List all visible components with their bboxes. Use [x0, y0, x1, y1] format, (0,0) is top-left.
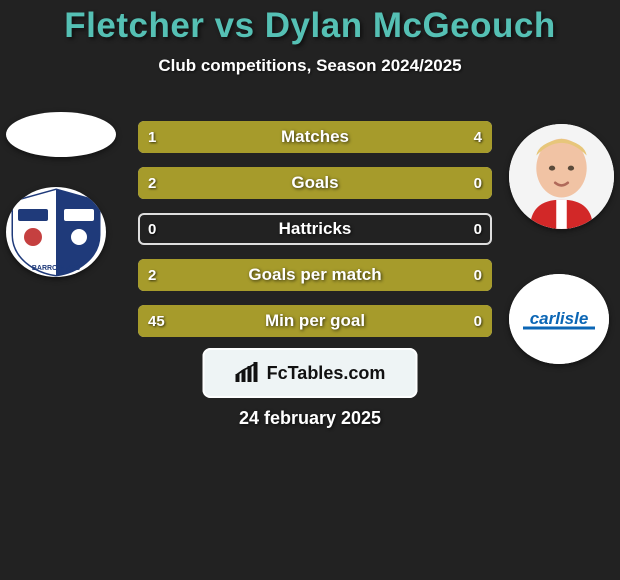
svg-text:BARROW AFC: BARROW AFC [32, 265, 80, 272]
left-player-column: BARROW AFC [6, 112, 116, 277]
carlisle-badge-icon: carlisle [509, 274, 609, 364]
left-player-avatar [6, 112, 116, 157]
page-title: Fletcher vs Dylan McGeouch [0, 0, 620, 46]
stat-label: Min per goal [138, 311, 492, 331]
page-subtitle: Club competitions, Season 2024/2025 [0, 56, 620, 76]
stat-bar: 20Goals [138, 167, 492, 199]
player-face-icon [509, 124, 614, 229]
stat-bar: 14Matches [138, 121, 492, 153]
stat-bar: 20Goals per match [138, 259, 492, 291]
stat-label: Matches [138, 127, 492, 147]
left-club-badge: BARROW AFC [6, 187, 106, 277]
date-label: 24 february 2025 [0, 408, 620, 429]
branding: FcTables.com [203, 348, 418, 398]
right-player-column: carlisle [509, 124, 614, 364]
branding-text: FcTables.com [267, 363, 386, 384]
stat-label: Goals per match [138, 265, 492, 285]
right-club-badge: carlisle [509, 274, 609, 364]
barrow-badge-icon: BARROW AFC [6, 187, 106, 277]
svg-text:carlisle: carlisle [530, 309, 589, 328]
stat-bar: 00Hattricks [138, 213, 492, 245]
stat-bar: 450Min per goal [138, 305, 492, 337]
stat-label: Goals [138, 173, 492, 193]
stat-bars: 14Matches 20Goals 00Hattricks 20Goals per m… [138, 121, 492, 337]
bar-chart-icon [235, 362, 263, 384]
stat-label: Hattricks [138, 219, 492, 239]
right-player-avatar [509, 124, 614, 229]
comparison-card: Fletcher vs Dylan McGeouch Club competit… [0, 0, 620, 580]
